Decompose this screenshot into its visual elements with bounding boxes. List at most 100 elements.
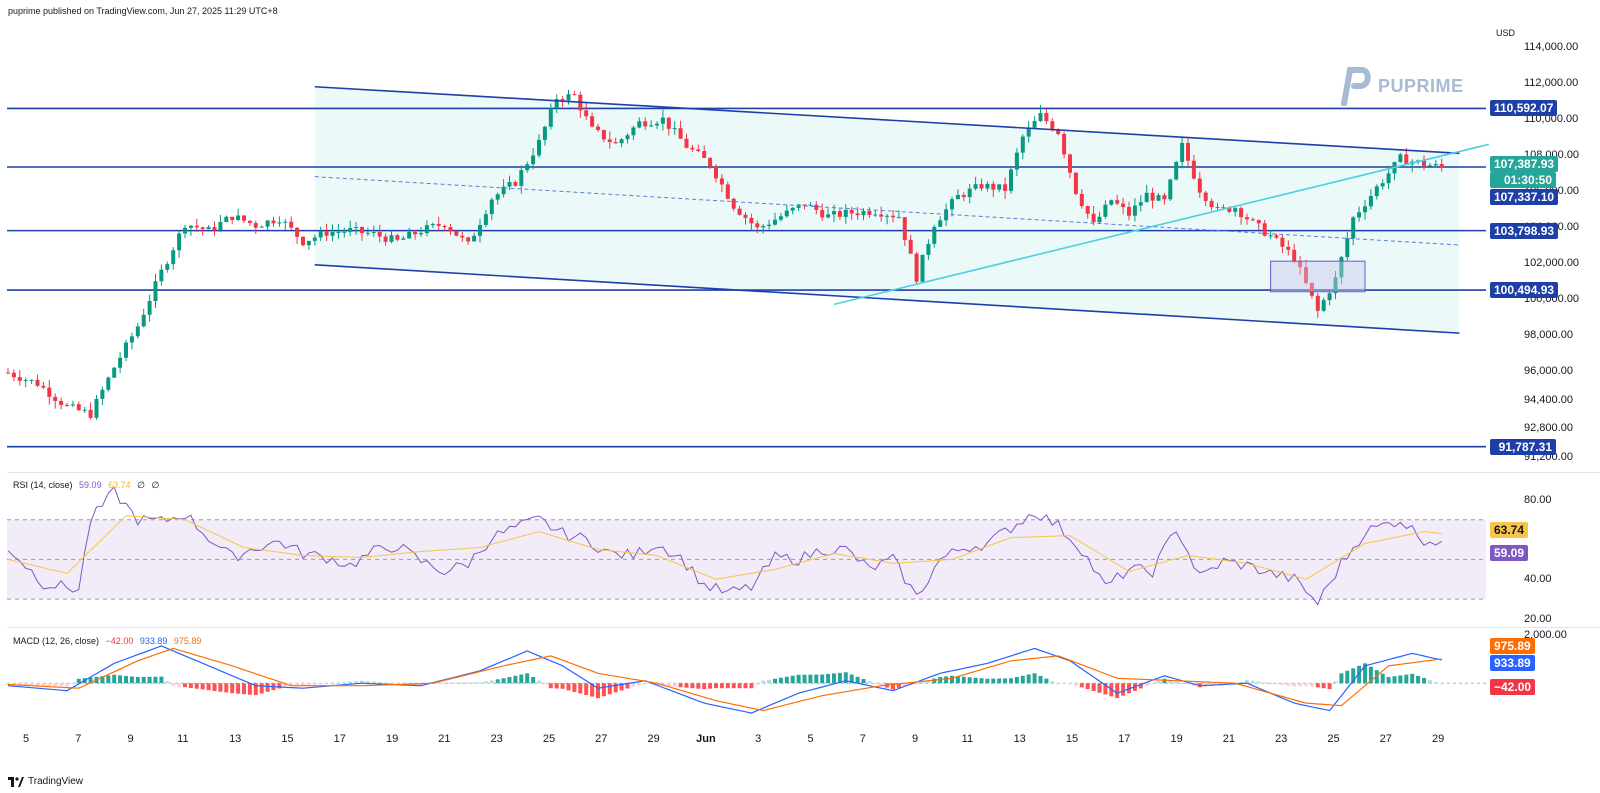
candle-body <box>1292 249 1297 262</box>
candle-body <box>684 138 689 148</box>
macd-histogram-bar <box>153 676 158 684</box>
rsi-value-label: 63.74 <box>1490 522 1529 539</box>
macd-histogram-bar <box>354 681 359 684</box>
candle-body <box>312 237 317 241</box>
candle-body <box>973 184 978 189</box>
pane-separator <box>7 627 1600 628</box>
macd-histogram-bar <box>1079 683 1084 688</box>
macd-histogram-bar <box>100 676 105 684</box>
macd-histogram-bar <box>466 682 471 684</box>
macd-histogram-bar <box>820 674 825 684</box>
price-level-label: 01:30:50 <box>1490 172 1556 189</box>
candle-body <box>761 225 766 228</box>
macd-histogram-bar <box>1274 683 1279 685</box>
macd-histogram-bar <box>1427 680 1432 684</box>
rsi-tick-label: 80.00 <box>1524 493 1552 506</box>
candle-body <box>242 215 246 221</box>
macd-histogram-bar <box>306 683 311 686</box>
macd-histogram-bar <box>483 681 488 684</box>
candle-body <box>672 128 677 130</box>
rsi-extra-2: ∅ <box>151 480 160 490</box>
candle-body <box>1056 129 1061 135</box>
macd-histogram-bar <box>1038 675 1043 684</box>
candle-body <box>153 281 158 302</box>
candle-body <box>318 231 323 238</box>
macd-histogram-bar <box>1144 683 1149 687</box>
macd-histogram-bar <box>584 683 589 696</box>
macd-histogram-bar <box>537 680 541 684</box>
candle-body <box>200 227 205 230</box>
candle-body <box>88 409 93 418</box>
candle-body <box>224 216 229 222</box>
candle-body <box>1363 206 1367 213</box>
candle-body <box>1191 160 1196 179</box>
candle-body <box>1374 186 1379 196</box>
candle-body <box>106 377 111 390</box>
macd-histogram-bar <box>1368 666 1373 684</box>
candle-body <box>1174 161 1179 180</box>
macd-histogram-bar <box>1138 683 1143 689</box>
macd-histogram-bar <box>1085 683 1090 690</box>
candle-body <box>135 326 140 337</box>
macd-histogram-bar <box>1044 678 1049 684</box>
price-tick-label: 94,400.00 <box>1524 393 1573 406</box>
price-tick-label: 96,000.00 <box>1524 364 1573 377</box>
candle-body <box>35 379 40 386</box>
macd-histogram-bar <box>129 676 134 684</box>
candle-body <box>767 224 772 226</box>
candle-body <box>1038 112 1043 122</box>
macd-histogram-bar <box>324 683 329 685</box>
macd-histogram-bar <box>891 683 895 690</box>
currency-label: USD <box>1496 28 1516 38</box>
candle-body <box>448 227 453 232</box>
candle-body <box>495 194 500 200</box>
time-tick-label: 7 <box>75 733 82 745</box>
candle-body <box>950 199 954 210</box>
time-tick-label: 17 <box>333 733 346 745</box>
candle-body <box>961 194 966 198</box>
candle-body <box>271 220 276 224</box>
macd-histogram-bar <box>773 678 777 684</box>
candle-body <box>719 178 724 185</box>
candle-body <box>932 226 937 244</box>
macd-value: 933.89 <box>139 636 168 646</box>
macd-histogram-bar <box>1050 681 1055 684</box>
tradingview-logo-icon <box>8 776 24 787</box>
macd-histogram-bar <box>1321 683 1326 689</box>
macd-histogram-bar <box>985 678 990 684</box>
candle-body <box>124 342 128 358</box>
macd-histogram-bar <box>177 683 182 687</box>
candle-body <box>808 204 813 206</box>
time-tick-label: 5 <box>22 733 30 745</box>
price-level-label: 91,787.31 <box>1490 438 1556 455</box>
macd-histogram-bar <box>1014 677 1019 684</box>
candle-body <box>955 194 960 200</box>
candle-body <box>1309 282 1314 296</box>
macd-histogram-bar <box>360 680 364 684</box>
macd-histogram-bar <box>1091 683 1096 691</box>
macd-histogram-bar <box>761 680 766 684</box>
candle-body <box>731 198 736 209</box>
macd-histogram-bar <box>1068 683 1072 685</box>
macd-histogram-bar <box>419 683 423 686</box>
macd-histogram-bar <box>961 676 966 684</box>
macd-histogram-bar <box>65 683 69 687</box>
candle-body <box>625 135 630 140</box>
macd-histogram-bar <box>731 683 736 689</box>
candle-body <box>938 220 943 227</box>
macd-signal-line <box>7 647 1442 712</box>
candle-body <box>53 396 58 401</box>
time-tick-label: 9 <box>912 733 919 745</box>
macd-histogram-bar <box>719 683 724 689</box>
candle-body <box>755 223 760 228</box>
candle-body <box>832 211 836 215</box>
macd-histogram-bar <box>135 677 140 684</box>
candle-body <box>283 221 288 223</box>
macd-histogram-bar <box>590 683 595 697</box>
macd-histogram-bar <box>165 681 170 684</box>
candle-body <box>572 94 577 96</box>
candle-body <box>1298 261 1303 268</box>
pane-separator <box>7 472 1600 473</box>
macd-histogram-bar <box>295 683 300 686</box>
